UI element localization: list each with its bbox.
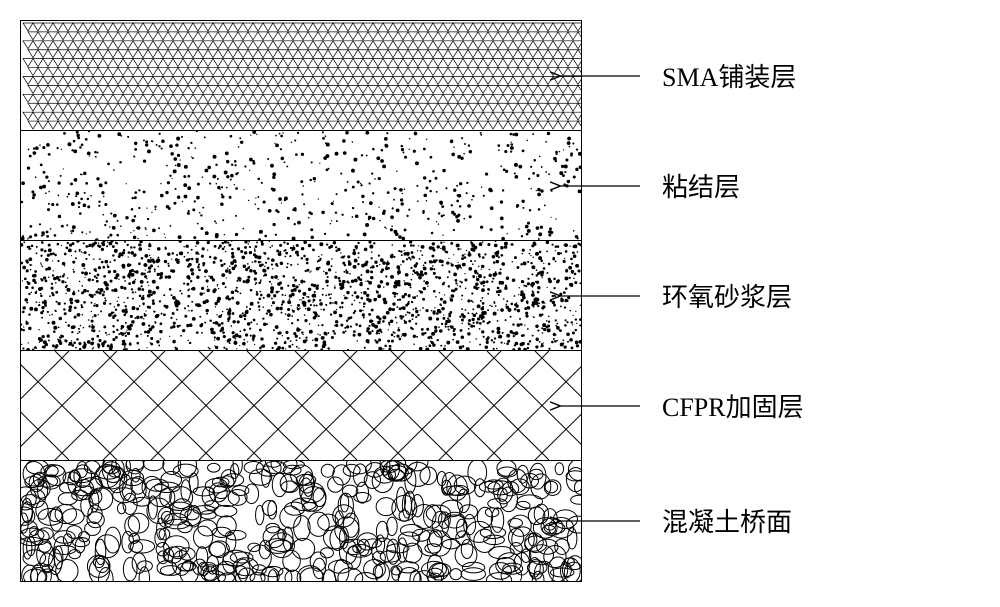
- diagram-container: SMA铺装层粘结层环氧砂浆层 CFPR加固层混凝土桥面: [20, 20, 980, 582]
- label-row-epoxy: 环氧砂浆层: [662, 240, 804, 350]
- layer-cfpr: [21, 351, 581, 461]
- layer-stack: [20, 20, 582, 582]
- layer-epoxy: [21, 241, 581, 351]
- label-cfpr: CFPR加固层: [662, 387, 804, 424]
- label-sma: SMA铺装层: [662, 57, 796, 94]
- label-row-sma: SMA铺装层: [662, 20, 804, 130]
- label-epoxy: 环氧砂浆层: [662, 277, 792, 314]
- layer-bond: [21, 131, 581, 241]
- labels-column: SMA铺装层粘结层环氧砂浆层 CFPR加固层混凝土桥面: [662, 20, 804, 580]
- label-bond: 粘结层: [662, 167, 740, 204]
- label-row-bond: 粘结层: [662, 130, 804, 240]
- layer-sma: [21, 21, 581, 131]
- layer-concrete: [21, 461, 581, 581]
- label-concrete: 混凝土桥面: [662, 502, 792, 539]
- label-row-cfpr: CFPR加固层: [662, 350, 804, 460]
- label-row-concrete: 混凝土桥面: [662, 460, 804, 580]
